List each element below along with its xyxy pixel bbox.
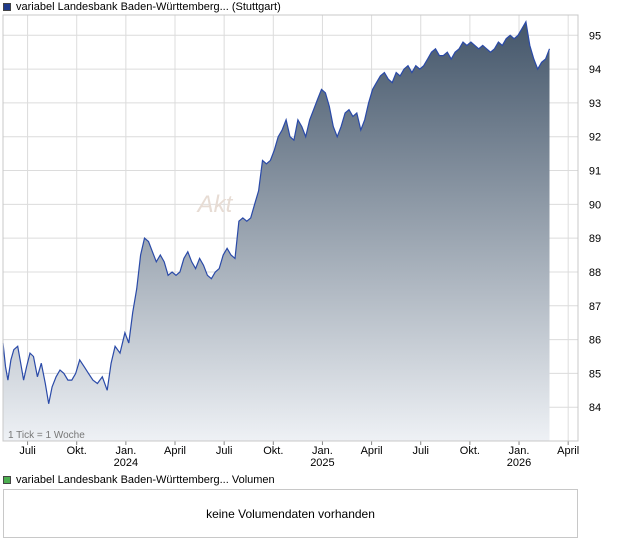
y-tick-label: 91: [589, 166, 601, 178]
price-legend: variabel Landesbank Baden-Württemberg...…: [3, 0, 281, 14]
price-line: [2, 20, 551, 404]
plot-frame: [2, 14, 579, 442]
x-tick-label: Jan.: [509, 445, 530, 457]
x-tick-label: Okt.: [67, 445, 87, 457]
y-tick-label: 84: [589, 402, 601, 414]
y-tick-label: 87: [589, 301, 601, 313]
x-tick-label: Juli: [216, 445, 233, 457]
y-tick-label: 95: [589, 30, 601, 42]
y-tick-label: 86: [589, 335, 601, 347]
x-tick-label: April: [557, 445, 579, 457]
x-tick-label: April: [164, 445, 186, 457]
x-tick-label: Juli: [412, 445, 429, 457]
volume-legend: variabel Landesbank Baden-Württemberg...…: [3, 473, 275, 487]
volume-series-swatch-icon: [3, 476, 11, 484]
x-year-label: 2025: [310, 457, 334, 469]
watermark-text: Akt: [196, 191, 234, 218]
x-tick-label: Okt.: [263, 445, 283, 457]
y-tick-label: 93: [589, 98, 601, 110]
x-tick-label: Juli: [19, 445, 36, 457]
y-tick-label: 85: [589, 368, 601, 380]
price-legend-label: variabel Landesbank Baden-Württemberg...…: [16, 1, 281, 13]
volume-panel: keine Volumendaten vorhanden: [3, 489, 578, 538]
price-area: [3, 21, 550, 442]
y-tick-label: 94: [589, 64, 601, 76]
x-tick-label: April: [361, 445, 383, 457]
volume-legend-label: variabel Landesbank Baden-Württemberg...…: [16, 474, 275, 486]
x-tick-label: Jan.: [115, 445, 136, 457]
price-series-swatch-icon: [3, 3, 11, 11]
x-tick-label: Jan.: [312, 445, 333, 457]
y-tick-label: 90: [589, 199, 601, 211]
y-tick-label: 92: [589, 132, 601, 144]
y-tick-label: 88: [589, 267, 601, 279]
x-year-label: 2024: [114, 457, 138, 469]
x-tick-label: Okt.: [460, 445, 480, 457]
tick-note: 1 Tick = 1 Woche: [8, 430, 85, 441]
x-year-label: 2026: [507, 457, 531, 469]
y-tick-label: 89: [589, 233, 601, 245]
volume-empty-message: keine Volumendaten vorhanden: [206, 506, 375, 521]
